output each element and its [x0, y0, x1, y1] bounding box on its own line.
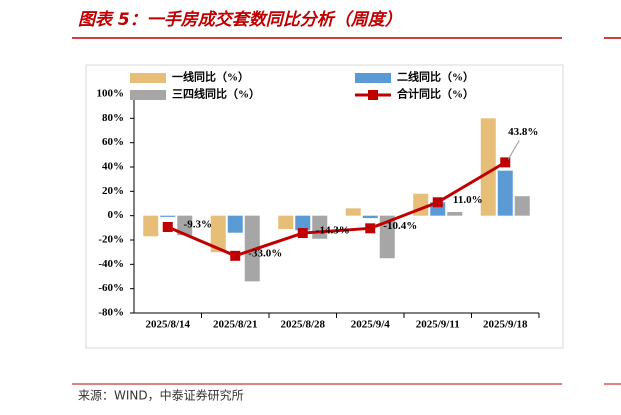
x-tick-label: 2025/9/11: [416, 319, 460, 331]
chart-title: 图表 5：一手房成交套数同比分析（周度）: [78, 10, 402, 30]
y-tick-label: -80%: [98, 307, 124, 319]
data-label: 11.0%: [453, 194, 483, 206]
line-marker: [500, 157, 511, 168]
x-tick-label: 2025/9/18: [483, 319, 528, 331]
label-leader: [507, 140, 520, 160]
bar: [278, 215, 294, 230]
y-tick-label: 60%: [102, 136, 124, 148]
bar: [177, 215, 193, 236]
y-tick-label: 80%: [102, 112, 124, 124]
legend-label: 合计同比（%）: [397, 87, 474, 101]
line: [167, 161, 507, 258]
x-tick-label: 2025/8/28: [280, 319, 325, 331]
chart-frame: [85, 64, 564, 349]
line-marker: [365, 223, 376, 234]
bar: [447, 212, 463, 216]
data-label: -9.3%: [184, 219, 212, 231]
line-marker: [297, 228, 308, 239]
legend-swatch: [130, 73, 166, 83]
y-tick-label: 20%: [102, 185, 124, 197]
bar: [514, 196, 530, 216]
bar: [497, 170, 513, 216]
bar: [480, 118, 496, 216]
legend-label: 一线同比（%）: [172, 70, 249, 84]
line-marker: [230, 250, 241, 261]
legend-label: 二线同比（%）: [397, 70, 474, 84]
data-label: 43.8%: [508, 126, 538, 138]
y-tick-label: 40%: [102, 161, 124, 173]
data-label: -10.4%: [383, 220, 417, 232]
y-tick-label: -20%: [98, 234, 124, 246]
y-tick-label: 0%: [108, 209, 125, 221]
line-marker: [162, 221, 173, 232]
y-tick-label: 100%: [97, 88, 125, 100]
y-tick-label: -60%: [98, 282, 124, 294]
legend-marker: [368, 90, 378, 100]
x-tick-label: 2025/8/21: [213, 319, 258, 331]
bar: [160, 215, 176, 217]
bar: [345, 208, 361, 216]
legend-swatch: [355, 73, 391, 83]
data-label: -33.0%: [248, 247, 282, 259]
x-tick-label: 2025/8/14: [145, 319, 190, 331]
line-marker: [432, 197, 443, 208]
bar: [362, 215, 378, 219]
legend-swatch: [130, 90, 166, 100]
bar: [379, 215, 395, 259]
bar: [227, 215, 243, 233]
bar: [295, 215, 311, 231]
y-tick-label: -40%: [98, 258, 124, 270]
bar: [210, 215, 226, 253]
legend-label: 三四线同比（%）: [172, 87, 260, 101]
data-label: -14.3%: [316, 225, 350, 237]
bar: [143, 215, 159, 237]
source: 来源：WIND，中泰证券研究所: [78, 388, 244, 403]
x-tick-label: 2025/9/4: [351, 319, 391, 331]
